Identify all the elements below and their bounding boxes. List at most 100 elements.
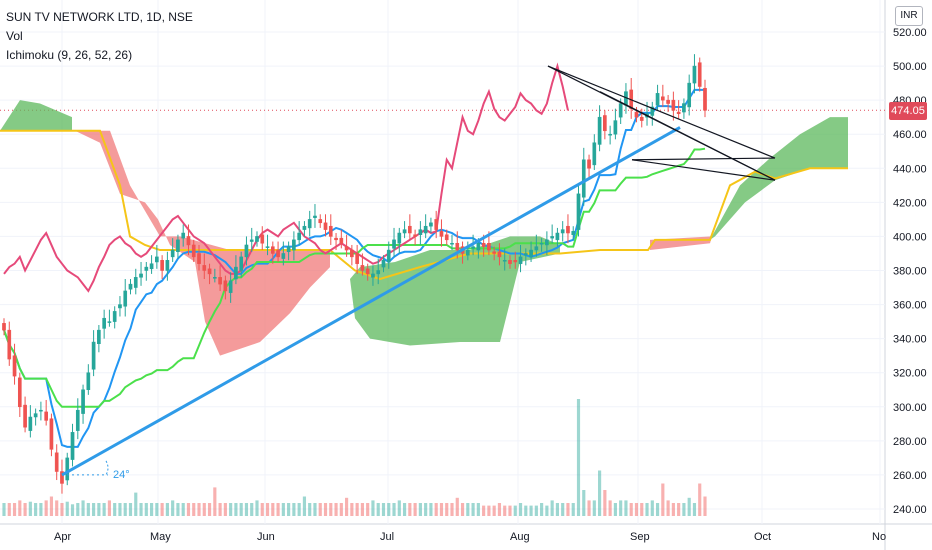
candle-body: [513, 260, 518, 263]
candle: [49, 413, 54, 457]
candle-body: [218, 277, 222, 285]
kijun-line: [3, 147, 706, 408]
volume-bar: [661, 483, 665, 516]
time-axis[interactable]: Apr May Jun Jul Aug Sep Oct No: [54, 531, 886, 543]
candle-body: [170, 249, 175, 258]
candle: [429, 217, 433, 234]
candle-body: [608, 133, 612, 136]
candle: [202, 253, 207, 280]
cloud-up: [350, 236, 560, 346]
trend-line: [61, 126, 681, 477]
x-tick-label: May: [150, 531, 171, 543]
y-tick-label: 440.00: [893, 163, 927, 175]
candle-body: [292, 239, 296, 251]
candle-body: [560, 229, 565, 234]
volume-bar: [540, 503, 544, 516]
volume-bar: [281, 503, 285, 516]
candle: [576, 185, 581, 237]
volume-bar: [418, 503, 422, 516]
candle-body: [402, 229, 407, 234]
volume-bar: [239, 503, 243, 516]
volume-bar: [113, 503, 117, 516]
volume-bar: [244, 503, 249, 516]
volume-bar: [234, 503, 238, 516]
candle: [260, 226, 265, 251]
candle: [276, 241, 280, 262]
candle-body: [276, 249, 280, 258]
candle-body: [186, 236, 191, 246]
volume-bar: [655, 503, 660, 516]
x-tick-label: Aug: [510, 531, 530, 543]
candle-body: [139, 273, 143, 278]
volume-bar: [149, 503, 154, 516]
candle: [518, 244, 523, 273]
candle-body: [371, 273, 375, 278]
candle: [560, 221, 565, 242]
volume-bar: [603, 490, 607, 516]
volume-bar: [339, 503, 343, 516]
volume-bar: [587, 500, 591, 516]
candle: [239, 251, 244, 278]
candle-body: [471, 246, 475, 249]
volume-bar: [566, 503, 570, 516]
currency-badge[interactable]: INR: [895, 6, 923, 26]
candle-body: [444, 234, 449, 241]
volume-bar: [392, 503, 396, 516]
trend-drawings[interactable]: [61, 65, 776, 477]
symbol-title[interactable]: SUN TV NETWORK LTD, 1D, NSE: [6, 10, 193, 24]
candle: [534, 234, 539, 257]
volume-bar: [186, 503, 191, 516]
candle: [666, 95, 670, 113]
candle-body: [365, 268, 370, 275]
candle-body: [618, 103, 623, 118]
volume-bar: [629, 503, 633, 516]
y-tick-label: 520.00: [893, 27, 927, 39]
candle-body: [97, 329, 101, 345]
volume-bar: [677, 503, 681, 516]
volume-legend[interactable]: Vol: [6, 29, 23, 43]
candle: [523, 248, 528, 266]
candle: [550, 224, 554, 244]
candle-body: [191, 244, 196, 258]
candle-body: [682, 103, 686, 113]
x-tick-label: Sep: [630, 531, 650, 543]
volume-bar: [571, 503, 575, 516]
candle-body: [60, 471, 64, 484]
volume-bar: [545, 505, 549, 516]
y-tick-label: 380.00: [893, 266, 927, 278]
candle-body: [118, 304, 122, 309]
volume-bar: [666, 500, 670, 516]
y-tick-label: 340.00: [893, 334, 927, 346]
volume-bar: [81, 500, 85, 516]
volume-bar: [345, 497, 349, 516]
candle-body: [355, 253, 359, 264]
volume-bar: [692, 503, 697, 516]
candle-body: [661, 96, 665, 101]
candle-body: [228, 280, 233, 293]
candle-body: [297, 232, 301, 241]
ichimoku-legend[interactable]: Ichimoku (9, 26, 52, 26): [6, 48, 133, 62]
x-tick-label: No: [872, 531, 886, 543]
volume-bar: [155, 503, 159, 516]
candle: [2, 318, 6, 336]
angle-arc: [105, 460, 109, 476]
volume-bar: [429, 503, 433, 516]
candle: [397, 227, 402, 254]
candle: [371, 265, 375, 286]
candle: [292, 231, 296, 261]
candle-body: [91, 341, 96, 370]
candle-body: [392, 239, 396, 249]
candle-body: [671, 99, 676, 111]
y-tick-label: 240.00: [893, 504, 927, 516]
price-axis[interactable]: 240.00 260.00 280.00 300.00 320.00 340.00 360.…: [893, 27, 927, 516]
candle: [402, 221, 407, 239]
candle-body: [313, 215, 317, 218]
volume-bar: [23, 503, 27, 516]
candle: [170, 238, 175, 262]
candle: [439, 219, 444, 247]
candle-body: [676, 111, 681, 115]
volume-bar: [323, 503, 328, 516]
candle: [128, 279, 133, 295]
volume-bar: [534, 505, 538, 516]
